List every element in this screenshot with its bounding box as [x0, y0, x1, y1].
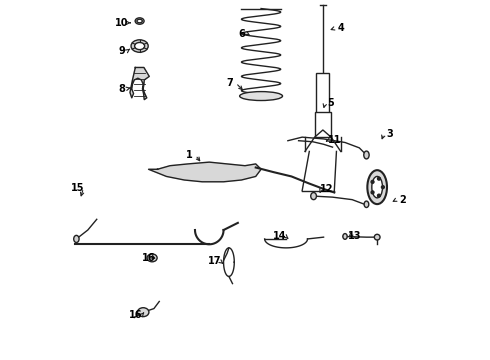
Circle shape: [371, 180, 374, 183]
Circle shape: [377, 177, 380, 180]
Text: 4: 4: [337, 23, 344, 33]
Text: 11: 11: [328, 135, 342, 145]
Circle shape: [374, 234, 380, 240]
Circle shape: [377, 194, 380, 197]
Circle shape: [381, 186, 384, 189]
Ellipse shape: [135, 42, 145, 50]
Ellipse shape: [147, 254, 157, 262]
Text: 14: 14: [273, 231, 287, 242]
Text: 13: 13: [348, 231, 362, 242]
Text: 12: 12: [320, 184, 334, 194]
Polygon shape: [148, 162, 261, 182]
Text: 16: 16: [142, 253, 155, 263]
Text: 8: 8: [118, 84, 125, 94]
Bar: [317, 73, 329, 116]
Bar: [315, 112, 331, 137]
Text: 2: 2: [399, 195, 406, 204]
Text: 7: 7: [226, 78, 233, 88]
Text: 1: 1: [186, 150, 193, 160]
Text: 5: 5: [327, 98, 334, 108]
Text: 15: 15: [71, 183, 85, 193]
Circle shape: [371, 191, 374, 194]
Ellipse shape: [311, 193, 317, 200]
Text: 17: 17: [208, 256, 221, 266]
Polygon shape: [130, 67, 149, 100]
Text: 10: 10: [115, 18, 128, 28]
Ellipse shape: [137, 19, 142, 23]
Text: 3: 3: [386, 129, 393, 139]
Ellipse shape: [343, 234, 347, 239]
Ellipse shape: [368, 170, 387, 204]
Ellipse shape: [364, 201, 369, 207]
Ellipse shape: [138, 308, 149, 317]
Ellipse shape: [364, 151, 369, 159]
Ellipse shape: [240, 91, 283, 100]
Text: 9: 9: [119, 46, 125, 56]
Ellipse shape: [131, 40, 148, 52]
Ellipse shape: [74, 235, 79, 243]
Ellipse shape: [135, 18, 144, 24]
Text: 16: 16: [129, 310, 143, 320]
Ellipse shape: [372, 176, 383, 198]
Text: 6: 6: [238, 28, 245, 39]
